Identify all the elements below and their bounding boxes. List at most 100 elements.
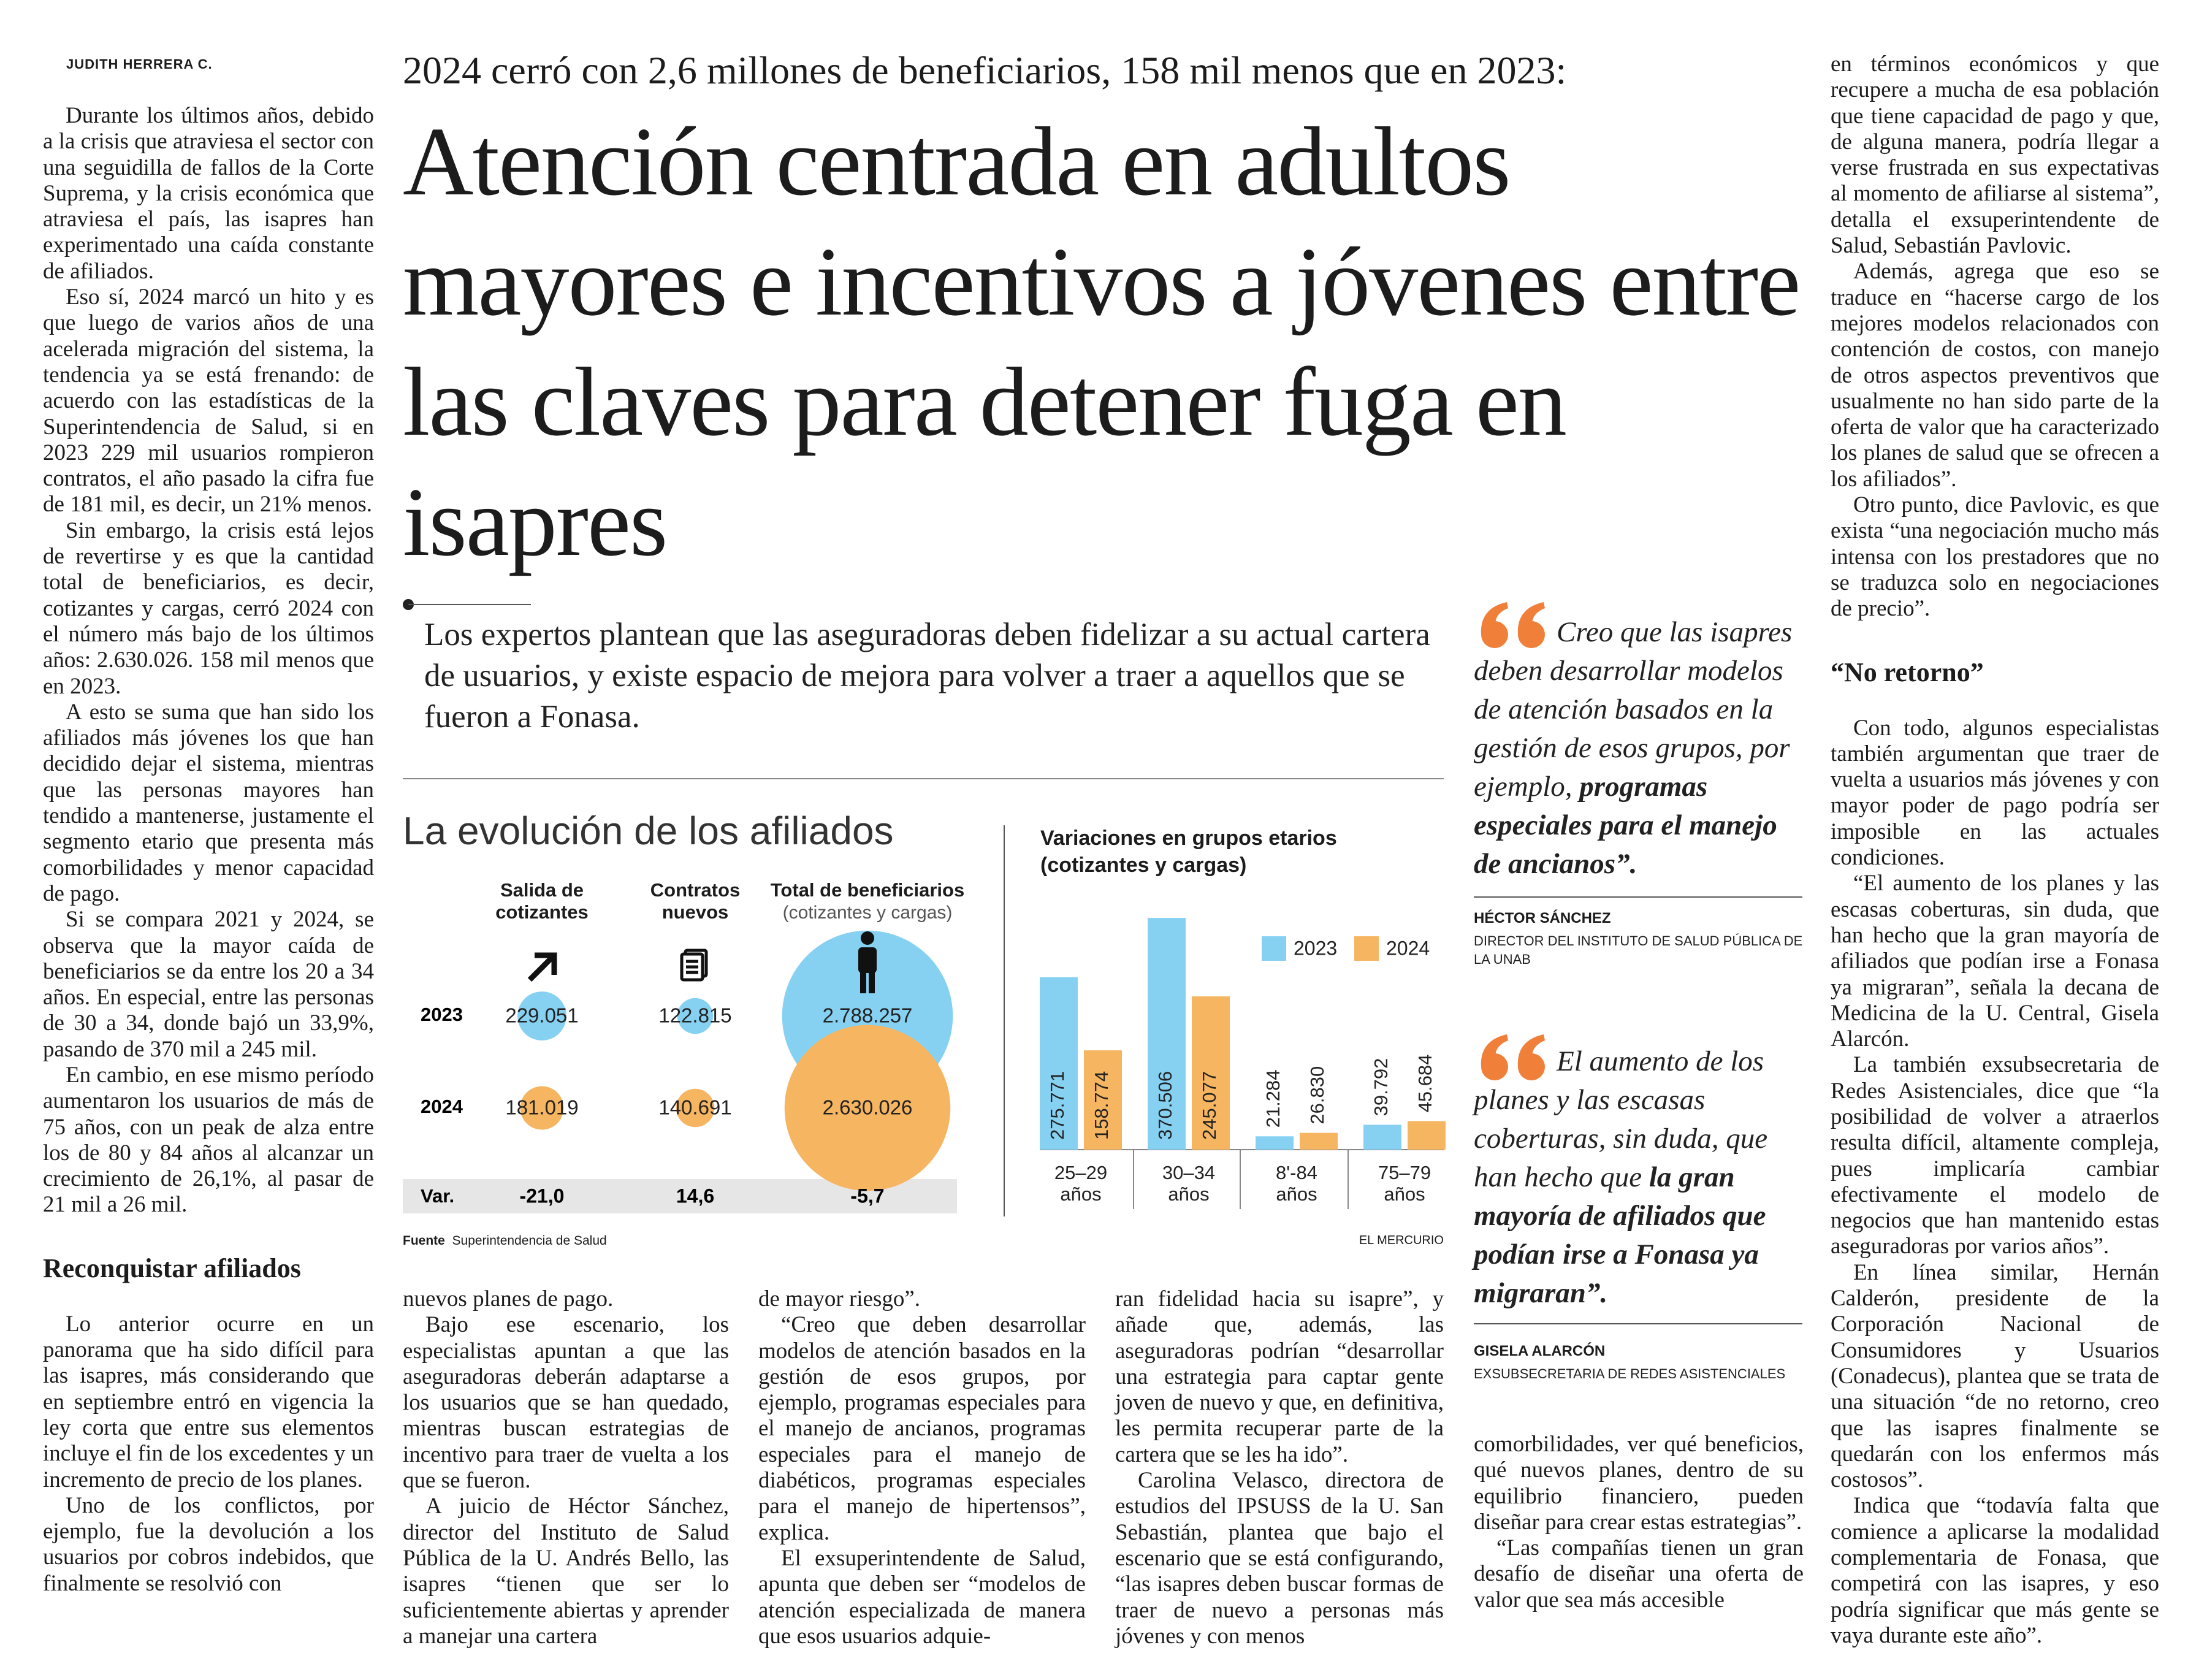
paragraph: El exsuperintendente de Salud, apunta qu… bbox=[758, 1545, 1086, 1649]
quote-role: DIRECTOR DEL INSTITUTO DE SALUD PÚBLICA … bbox=[1474, 933, 1803, 967]
quote-emphasis: programas especiales para el manejo de a… bbox=[1474, 771, 1777, 880]
legend-label: 2023 bbox=[1294, 937, 1337, 959]
rule bbox=[1474, 1323, 1802, 1324]
paragraph: “Creo que deben desarrollar modelos de a… bbox=[758, 1312, 1086, 1545]
bubble bbox=[784, 1025, 951, 1191]
column-header: Contratos nuevos bbox=[650, 879, 741, 923]
bar-label: 39.792 bbox=[1370, 1058, 1392, 1117]
bubble-label: 140.691 bbox=[658, 1096, 731, 1119]
paragraph: Carolina Velasco, directora de estudios … bbox=[1115, 1468, 1444, 1649]
column-header: Salida de cotizantes bbox=[495, 879, 589, 923]
column-note: (cotizantes y cargas) bbox=[782, 903, 953, 923]
variation-label: Var. bbox=[421, 1185, 454, 1207]
bar bbox=[1148, 918, 1186, 1150]
legend-swatch bbox=[1262, 936, 1286, 961]
subhead: Reconquistar afiliados bbox=[43, 1253, 301, 1283]
legend-swatch bbox=[1354, 936, 1379, 961]
bar-label: 275.771 bbox=[1046, 1071, 1068, 1140]
paragraph: Lo anterior ocurre en un panorama que ha… bbox=[43, 1311, 374, 1492]
bar bbox=[1256, 1136, 1294, 1150]
document-icon bbox=[680, 949, 708, 982]
source-label: Fuente bbox=[403, 1234, 445, 1248]
category-label: 30–34 años bbox=[1162, 1162, 1216, 1205]
paragraph: Sin embargo, la crisis está lejos de rev… bbox=[43, 517, 374, 699]
category-label: 75–79 años bbox=[1378, 1162, 1431, 1205]
text-column: nuevos planes de pago. Bajo ese escenario… bbox=[403, 1286, 729, 1649]
bar-label: 45.684 bbox=[1414, 1055, 1436, 1113]
quote-mark bbox=[1481, 602, 1545, 648]
chart-title: La evolución de los afiliados bbox=[403, 809, 894, 853]
bubble-label: 181.019 bbox=[505, 1096, 578, 1119]
paragraph: En cambio, en ese mismo período aumentar… bbox=[43, 1062, 374, 1218]
bar bbox=[1192, 996, 1230, 1150]
paragraph: Durante los últimos años, debido a la cr… bbox=[43, 103, 374, 284]
row-label: 2023 bbox=[421, 1004, 463, 1025]
paragraph: La también exsubsecretaria de Redes Asis… bbox=[1831, 1052, 2159, 1259]
bubble-label: 2.630.026 bbox=[823, 1096, 913, 1119]
paragraph: En línea similar, Hernán Calderón, presi… bbox=[1831, 1259, 2159, 1493]
quote-name: GISELA ALARCÓN bbox=[1474, 1343, 1606, 1359]
bar bbox=[1300, 1132, 1338, 1150]
bar bbox=[1084, 1050, 1122, 1150]
column-header: Total de beneficiarios bbox=[770, 879, 965, 901]
source-text: Superintendencia de Salud bbox=[452, 1234, 607, 1248]
paragraph: Si se compara 2021 y 2024, se observa qu… bbox=[43, 907, 374, 1062]
bubble-label: 122.815 bbox=[658, 1004, 731, 1027]
variation-value: -5,7 bbox=[850, 1185, 884, 1207]
pull-quote: Creo que las isapres deben desarrollar m… bbox=[1474, 613, 1805, 884]
bar bbox=[1363, 1124, 1401, 1150]
paragraph: Con todo, algunos especialistas también … bbox=[1831, 715, 2159, 871]
bar bbox=[1408, 1121, 1446, 1150]
paragraph: Bajo ese escenario, los especialistas ap… bbox=[403, 1312, 729, 1494]
bubble-label: 2.788.257 bbox=[823, 1004, 913, 1027]
text-column: en términos económicos y que recupere a … bbox=[1831, 52, 2159, 1649]
bar-label: 26.830 bbox=[1306, 1066, 1328, 1124]
person-icon bbox=[858, 931, 877, 993]
byline: JUDITH HERRERA C. bbox=[66, 56, 213, 72]
bubble bbox=[520, 1086, 564, 1130]
bar-label: 245.077 bbox=[1199, 1071, 1220, 1140]
paragraph: “Las compañías tienen un gran desafío de… bbox=[1474, 1535, 1804, 1613]
variation-value: -21,0 bbox=[520, 1185, 565, 1207]
quote-name: HÉCTOR SÁNCHEZ bbox=[1474, 910, 1611, 926]
rule bbox=[1474, 896, 1802, 898]
text-column: comorbilidades, ver qué beneficios, qué … bbox=[1474, 1432, 1804, 1613]
paragraph: en términos económicos y que recupere a … bbox=[1831, 52, 2159, 259]
paragraph: comorbilidades, ver qué beneficios, qué … bbox=[1474, 1432, 1804, 1535]
paragraph: “El aumento de los planes y las escasas … bbox=[1831, 871, 2159, 1052]
paragraph: A esto se suma que han sido los afiliado… bbox=[43, 699, 374, 906]
credit: EL MERCURIO bbox=[1359, 1234, 1444, 1247]
rule bbox=[403, 778, 1444, 779]
row-label: 2024 bbox=[421, 1096, 463, 1117]
paragraph: Uno de los conflictos, por ejemplo, fue … bbox=[43, 1492, 374, 1596]
paragraph: de mayor riesgo”. bbox=[758, 1286, 921, 1312]
paragraph: nuevos planes de pago. bbox=[403, 1286, 614, 1312]
kicker: 2024 cerró con 2,6 millones de beneficia… bbox=[403, 48, 1567, 92]
category-label: 25–29 años bbox=[1054, 1162, 1108, 1205]
source: Fuente Superintendencia de Salud bbox=[403, 1234, 607, 1248]
paragraph: Otro punto, dice Pavlovic, es que exista… bbox=[1831, 492, 2159, 622]
quote-text: El aumento de los planes y las escasas c… bbox=[1474, 1045, 1768, 1193]
paragraph: ran fidelidad hacia su isapre”, y añade … bbox=[1115, 1286, 1444, 1467]
text-column: Durante los últimos años, debido a la cr… bbox=[43, 103, 374, 1597]
bubble bbox=[677, 998, 714, 1034]
paragraph: Indica que “todavía falta que comience a… bbox=[1831, 1493, 2159, 1648]
pull-quote: El aumento de los planes y las escasas c… bbox=[1474, 1042, 1805, 1313]
paragraph: Además, agrega que eso se traduce en “ha… bbox=[1831, 259, 2159, 492]
chart-subtitle: (cotizantes y cargas) bbox=[1040, 853, 1247, 877]
variation-value: 14,6 bbox=[676, 1185, 714, 1207]
bar-label: 158.774 bbox=[1091, 1071, 1112, 1140]
chart-title: Variaciones en grupos etarios bbox=[1040, 827, 1337, 850]
category-label: 8'-84 años bbox=[1276, 1162, 1317, 1205]
quote-text: Creo que las isapres deben desarrollar m… bbox=[1474, 616, 1793, 803]
subhead: “No retorno” bbox=[1831, 657, 1984, 687]
bar-label: 21.284 bbox=[1262, 1069, 1284, 1128]
bar bbox=[1040, 977, 1078, 1150]
quote-emphasis: la gran mayoría de afiliados que podían … bbox=[1474, 1161, 1766, 1309]
quote-role: EXSUBSECRETARIA DE REDES ASISTENCIALES bbox=[1474, 1366, 1786, 1381]
bubble bbox=[676, 1088, 715, 1128]
bar-label: 370.506 bbox=[1154, 1071, 1176, 1140]
